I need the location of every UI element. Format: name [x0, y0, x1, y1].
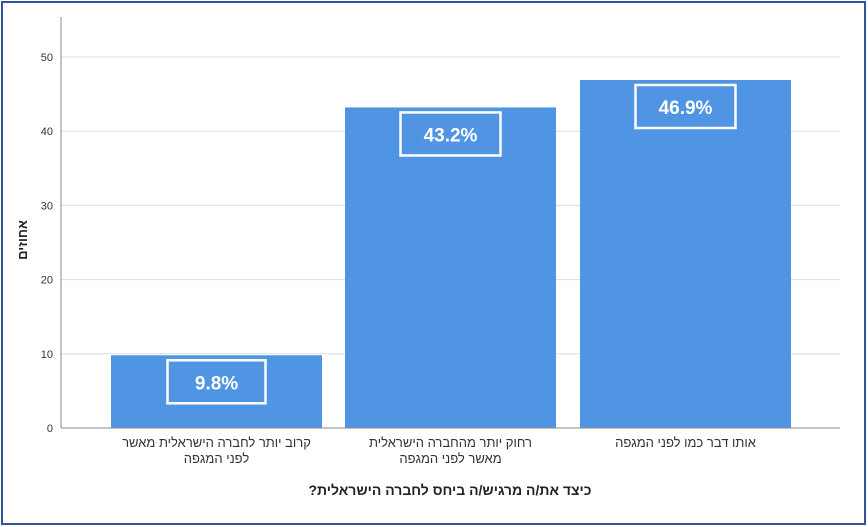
y-axis-label: אחוזים [15, 220, 30, 260]
x-tick-label: אותו דבר כמו לפני המגפה [615, 435, 756, 450]
y-tick-label: 0 [47, 423, 53, 435]
x-tick-label: לפני המגפה [184, 451, 250, 466]
bar [580, 80, 791, 428]
y-tick-label: 50 [41, 52, 53, 64]
x-tick-label: קרוב יותר לחברה הישראלית מאשר [122, 435, 311, 450]
data-label-box [634, 83, 737, 130]
data-label: 9.8% [195, 373, 238, 394]
x-tick-label: רחוק יותר מהחברה הישראלית [369, 435, 532, 450]
bar [111, 355, 322, 428]
bar [345, 107, 556, 429]
y-tick-label: 10 [41, 349, 53, 361]
y-tick-label: 30 [41, 200, 53, 212]
data-label: 43.2% [424, 125, 478, 146]
data-label-box [166, 359, 267, 405]
data-label: 46.9% [659, 98, 713, 119]
x-tick-label: מאשר לפני המגפה [399, 451, 501, 466]
y-tick-label: 20 [41, 275, 53, 287]
data-label-box [399, 111, 502, 157]
y-tick-label: 40 [41, 126, 53, 138]
x-axis-label: כיצד את/ה מרגיש/ה ביחס לחברה הישראלית? [308, 482, 591, 498]
